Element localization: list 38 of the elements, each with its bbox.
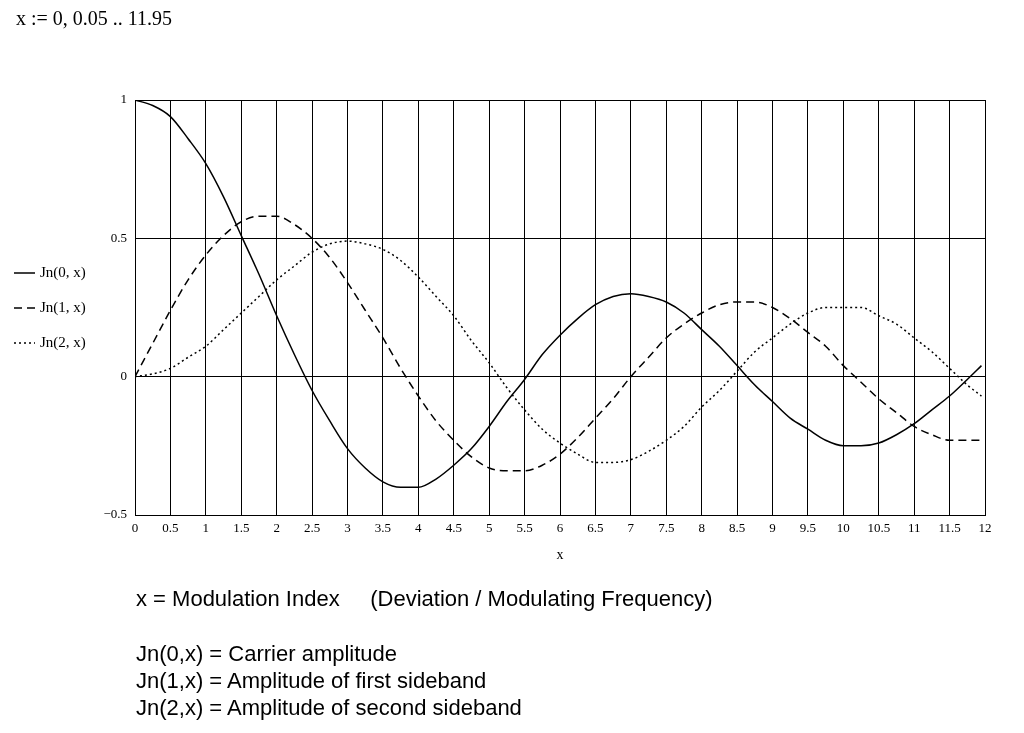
x-tick-label: 0 bbox=[131, 520, 139, 536]
legend-label: Jn(0, x) bbox=[40, 263, 86, 281]
x-tick-label: 4 bbox=[415, 520, 423, 536]
x-tick-label: 9 bbox=[769, 520, 776, 536]
x-tick-label: 11 bbox=[907, 520, 921, 536]
x-tick-label: 7 bbox=[627, 520, 635, 536]
x-tick-label: 3 bbox=[344, 520, 351, 536]
chart-title: x := 0, 0.05 .. 11.95 bbox=[16, 7, 173, 30]
y-tick-label: 0.5 bbox=[110, 229, 127, 245]
y-tick-label: 0 bbox=[120, 368, 127, 384]
x-tick-label: 10 bbox=[836, 520, 850, 536]
y-tick-label: 1 bbox=[120, 91, 127, 107]
x-tick-label: 7.5 bbox=[658, 520, 675, 536]
y-tick-label: −0.5 bbox=[103, 506, 127, 522]
x-tick-label: 0.5 bbox=[162, 520, 179, 536]
x-tick-label: 6.5 bbox=[587, 520, 604, 536]
x-tick-label: 5.5 bbox=[516, 520, 533, 536]
x-tick-label: 8.5 bbox=[728, 520, 746, 536]
x-tick-label: 12 bbox=[978, 520, 992, 536]
legend-label: Jn(2, x) bbox=[40, 333, 86, 351]
x-tick-label: 1.5 bbox=[233, 520, 250, 536]
x-tick-label: 5 bbox=[485, 520, 493, 536]
x-tick-label: 9.5 bbox=[799, 520, 817, 536]
x-tick-label: 11.5 bbox=[938, 520, 961, 536]
x-tick-label: 4.5 bbox=[445, 520, 462, 536]
x-tick-label: 6 bbox=[556, 520, 564, 536]
x-tick-label: 8 bbox=[698, 520, 705, 536]
x-tick-label: 3.5 bbox=[374, 520, 392, 536]
x-tick-label: 2.5 bbox=[303, 520, 321, 536]
x-tick-label: 10.5 bbox=[867, 520, 891, 536]
legend-label: Jn(1, x) bbox=[40, 298, 86, 316]
x-axis-title: x bbox=[556, 547, 564, 563]
x-tick-label: 1 bbox=[202, 520, 210, 536]
text: Jn(1,x) = Amplitude of first sideband bbox=[136, 667, 488, 694]
text: x = Modulation Index (Deviation / Modulating Frequency) bbox=[136, 585, 713, 612]
text: Jn(0,x) = Carrier amplitude bbox=[136, 640, 399, 667]
text: Jn(2,x) = Amplitude of second sideband bbox=[136, 694, 523, 721]
x-tick-label: 2 bbox=[273, 520, 280, 536]
